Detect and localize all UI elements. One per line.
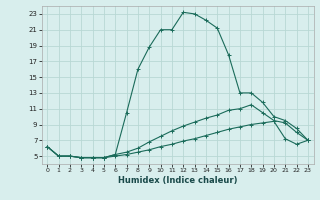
X-axis label: Humidex (Indice chaleur): Humidex (Indice chaleur) xyxy=(118,176,237,185)
